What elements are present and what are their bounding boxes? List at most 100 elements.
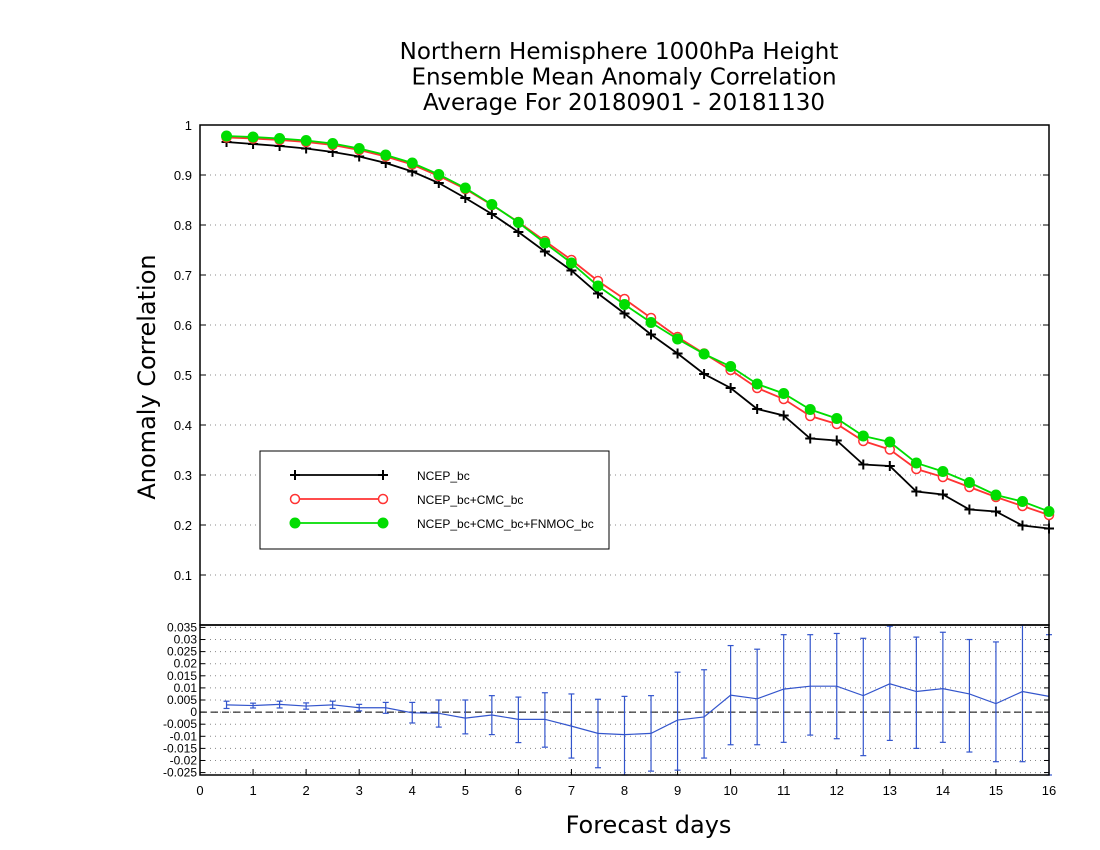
y-tick-label: 0.035 <box>167 620 197 634</box>
data-point <box>592 280 604 292</box>
x-tick-label: 5 <box>462 783 469 798</box>
error-bar <box>674 671 681 771</box>
chart-title-line: Ensemble Mean Anomaly Correlation <box>411 65 836 91</box>
x-tick-label: 11 <box>777 783 791 798</box>
legend-marker <box>377 493 389 505</box>
data-point <box>380 149 392 161</box>
data-point <box>247 131 259 143</box>
y-tick-label: -0.025 <box>163 766 197 780</box>
data-point <box>778 388 790 399</box>
data-point <box>964 504 975 515</box>
legend-box <box>259 450 610 550</box>
data-point <box>645 317 657 328</box>
error-bar <box>754 648 761 746</box>
data-point <box>619 299 630 310</box>
x-axis-label: Forecast days <box>566 811 732 839</box>
data-point <box>990 506 1001 517</box>
x-tick-label: 7 <box>568 783 575 798</box>
y-tick-label: 0.005 <box>167 693 197 707</box>
data-point <box>805 433 816 444</box>
error-bar <box>462 699 469 735</box>
y-tick-label: 0.7 <box>174 268 192 283</box>
x-tick-label: 2 <box>303 783 310 798</box>
data-point <box>672 333 684 345</box>
x-tick-label: 9 <box>674 783 681 798</box>
legend-marker <box>378 470 388 480</box>
legend-item: NCEP_bc+CMC_bc+FNMOC_bc <box>289 517 594 531</box>
legend-item: NCEP_bc+CMC_bc <box>289 493 523 507</box>
error-bar <box>966 638 973 753</box>
error-bar <box>939 631 946 743</box>
data-point <box>831 435 842 446</box>
x-tick-label: 12 <box>830 783 844 798</box>
data-point <box>725 361 737 372</box>
y-tick-label: -0.02 <box>170 753 198 767</box>
data-point <box>433 169 445 180</box>
x-tick-label: 1 <box>249 783 256 798</box>
data-point <box>963 477 975 488</box>
data-point <box>751 378 763 390</box>
x-tick-label: 14 <box>936 783 950 798</box>
data-point <box>725 383 736 393</box>
legend-label: NCEP_bc+CMC_bc+FNMOC_bc <box>417 517 594 531</box>
data-point <box>1016 496 1028 507</box>
y-tick-label: 0.6 <box>174 318 192 333</box>
data-point <box>910 457 922 469</box>
y-tick-label: 0.8 <box>174 218 192 233</box>
data-point <box>884 461 895 471</box>
legend-label: NCEP_bc <box>417 469 470 483</box>
data-point <box>884 436 896 448</box>
data-point <box>672 348 683 359</box>
y-tick-label: -0.01 <box>170 729 198 743</box>
error-bar <box>992 641 999 763</box>
chart-title-line: Northern Hemisphere 1000hPa Height <box>400 39 839 65</box>
data-point <box>221 130 233 142</box>
data-point <box>858 459 869 470</box>
data-point <box>990 489 1002 501</box>
data-point <box>699 369 710 379</box>
error-bar <box>1019 624 1026 763</box>
error-bar <box>780 634 787 743</box>
top-panel: 0.1 0.2 0.3 0.4 0.5 0.6 0.7 0.8 0.9 1 Anomaly Corr… <box>133 118 1055 626</box>
legend-item: NCEP_bc <box>290 469 470 483</box>
data-point <box>274 133 286 144</box>
legend-marker <box>289 517 301 529</box>
data-point <box>513 227 524 237</box>
y-tick-label: 0.025 <box>167 645 197 659</box>
y-tick-label: 0.015 <box>167 669 197 683</box>
series-ncep-bc <box>221 137 1054 534</box>
error-bar <box>701 669 708 759</box>
data-point <box>327 138 339 149</box>
y-tick-label: 1 <box>185 118 192 133</box>
series-line <box>226 141 1050 530</box>
x-tick-label: 6 <box>515 783 522 798</box>
data-point <box>778 410 789 421</box>
error-bar <box>860 637 867 757</box>
y-tick-label: 0.3 <box>174 468 192 483</box>
y-tick-label: 0.2 <box>174 518 192 533</box>
data-point <box>698 348 710 360</box>
data-point <box>353 143 365 154</box>
data-point <box>752 404 763 414</box>
difference-series <box>223 624 1052 776</box>
data-point <box>486 199 498 210</box>
series-ncep-bc-cmc-bc-fnmoc-bc <box>221 130 1055 517</box>
data-point <box>1043 506 1055 517</box>
data-point <box>565 257 577 269</box>
y-tick-label: -0.005 <box>163 717 197 731</box>
x-tick-label: 16 <box>1042 783 1056 798</box>
y-tick-label: 0.4 <box>174 418 192 433</box>
data-point <box>460 193 471 203</box>
chart-title-line: Average For 20180901 - 20181130 <box>423 90 825 116</box>
y-tick-label: 0.02 <box>174 657 198 671</box>
x-tick-label: 3 <box>356 783 363 798</box>
x-tick-label: 8 <box>621 783 628 798</box>
data-point <box>406 157 418 169</box>
y-tick-label: -0.015 <box>163 741 197 755</box>
bottom-panel: -0.025-0.02-0.015-0.01-0.00500.0050.010.… <box>163 620 1056 839</box>
y-tick-label: 0.5 <box>174 368 192 383</box>
data-point <box>911 486 922 497</box>
data-point <box>539 237 551 249</box>
data-point <box>1017 520 1028 531</box>
